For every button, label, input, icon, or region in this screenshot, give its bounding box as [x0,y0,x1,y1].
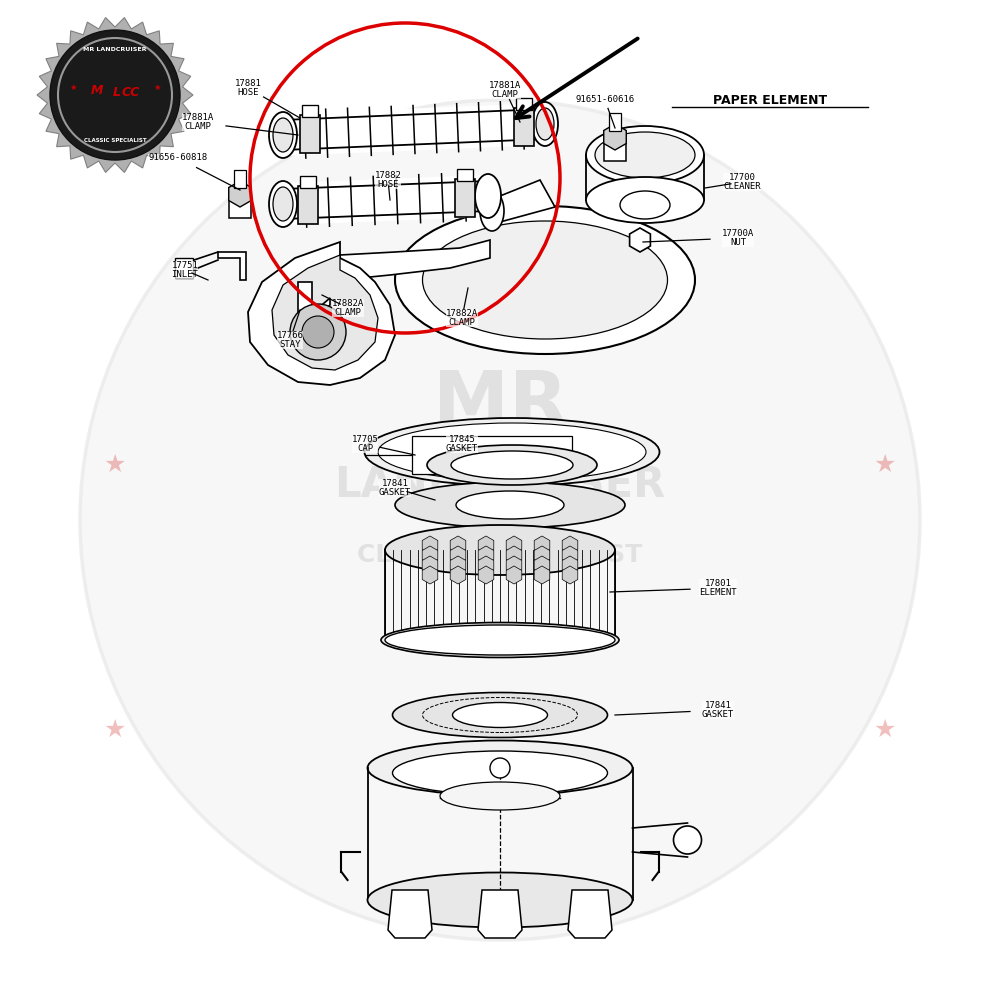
Bar [302,105,318,117]
Text: CC: CC [122,87,140,100]
Ellipse shape [385,525,615,575]
Bar [604,131,626,161]
Text: 17801
ELEMENT: 17801 ELEMENT [699,579,737,597]
Ellipse shape [422,221,668,339]
Text: 17841
GASKET: 17841 GASKET [702,701,734,719]
Ellipse shape [368,740,633,796]
Text: 17700A
NUT: 17700A NUT [722,229,754,247]
Bar [455,179,475,217]
Text: ★: ★ [874,453,896,477]
Text: ★: ★ [69,83,77,92]
Text: ★: ★ [153,83,161,92]
Bar [457,169,473,181]
Bar [229,188,251,218]
Ellipse shape [381,622,619,658]
Ellipse shape [440,782,560,810]
Text: 17766
STAY: 17766 STAY [277,331,303,349]
Ellipse shape [532,102,558,146]
Ellipse shape [273,118,293,152]
Ellipse shape [273,187,293,221]
Polygon shape [282,103,546,156]
Polygon shape [218,252,246,280]
Polygon shape [340,240,490,280]
Circle shape [290,304,346,360]
Text: 91651-60616: 91651-60616 [575,96,635,104]
Text: MR: MR [433,368,567,442]
Ellipse shape [536,108,554,140]
Text: PAPER ELEMENT: PAPER ELEMENT [713,94,827,106]
Circle shape [80,100,920,940]
Ellipse shape [385,625,615,655]
Text: 17705
CAP: 17705 CAP [352,435,378,453]
Polygon shape [272,255,378,370]
Ellipse shape [620,191,670,219]
Ellipse shape [392,692,608,738]
Text: 17841
GASKET: 17841 GASKET [379,479,411,497]
Ellipse shape [269,181,297,227]
Text: 17881
HOSE: 17881 HOSE [235,79,261,97]
Text: 17751
INLET: 17751 INLET [172,261,198,279]
Ellipse shape [586,177,704,223]
Polygon shape [248,242,395,385]
Text: 17882
HOSE: 17882 HOSE [375,171,401,189]
Ellipse shape [427,445,597,485]
Text: 17882A
CLAMP: 17882A CLAMP [332,299,364,317]
Circle shape [50,30,180,160]
Text: L: L [113,87,121,100]
Ellipse shape [395,206,695,354]
Text: 17845
GASKET: 17845 GASKET [446,435,478,453]
Polygon shape [298,282,330,320]
Bar [300,338,322,352]
Text: MR LANDCRUISER: MR LANDCRUISER [83,47,147,52]
Polygon shape [568,890,612,938]
Ellipse shape [452,702,548,728]
Bar [175,258,193,278]
Ellipse shape [392,751,608,795]
Ellipse shape [378,423,646,481]
Text: M: M [91,85,103,98]
Text: CLASSIC SPECIALIST: CLASSIC SPECIALIST [84,137,146,142]
Ellipse shape [586,126,704,184]
Ellipse shape [674,826,702,854]
Bar [300,115,320,153]
Bar [412,436,572,474]
Bar [516,98,532,110]
Polygon shape [478,890,522,938]
Ellipse shape [364,418,660,486]
Circle shape [490,758,510,778]
Ellipse shape [475,174,501,218]
Text: 17882A
CLAMP: 17882A CLAMP [446,309,478,327]
Ellipse shape [368,872,633,928]
Polygon shape [490,180,555,222]
Bar [300,176,316,188]
Ellipse shape [395,482,625,528]
Ellipse shape [456,491,564,519]
Text: 17881A
CLAMP: 17881A CLAMP [489,81,521,99]
Text: LANDCRUISER: LANDCRUISER [334,464,666,506]
Text: ★: ★ [104,453,126,477]
Text: ★: ★ [874,718,896,742]
Ellipse shape [595,132,695,178]
Text: 91656-60818: 91656-60818 [148,153,208,162]
Text: CLASSIC SPECIALIST: CLASSIC SPECIALIST [357,543,643,567]
Text: ★: ★ [104,718,126,742]
Circle shape [302,316,334,348]
Text: 17700
CLEANER: 17700 CLEANER [723,173,761,191]
Ellipse shape [480,191,504,231]
Bar [514,108,534,146]
Bar [234,170,246,188]
Text: 17881A
CLAMP: 17881A CLAMP [182,113,214,131]
Polygon shape [282,175,489,225]
Polygon shape [388,890,432,938]
Ellipse shape [269,112,297,158]
Polygon shape [37,18,193,172]
Bar [609,113,621,131]
Ellipse shape [451,451,573,479]
Bar [298,186,318,224]
